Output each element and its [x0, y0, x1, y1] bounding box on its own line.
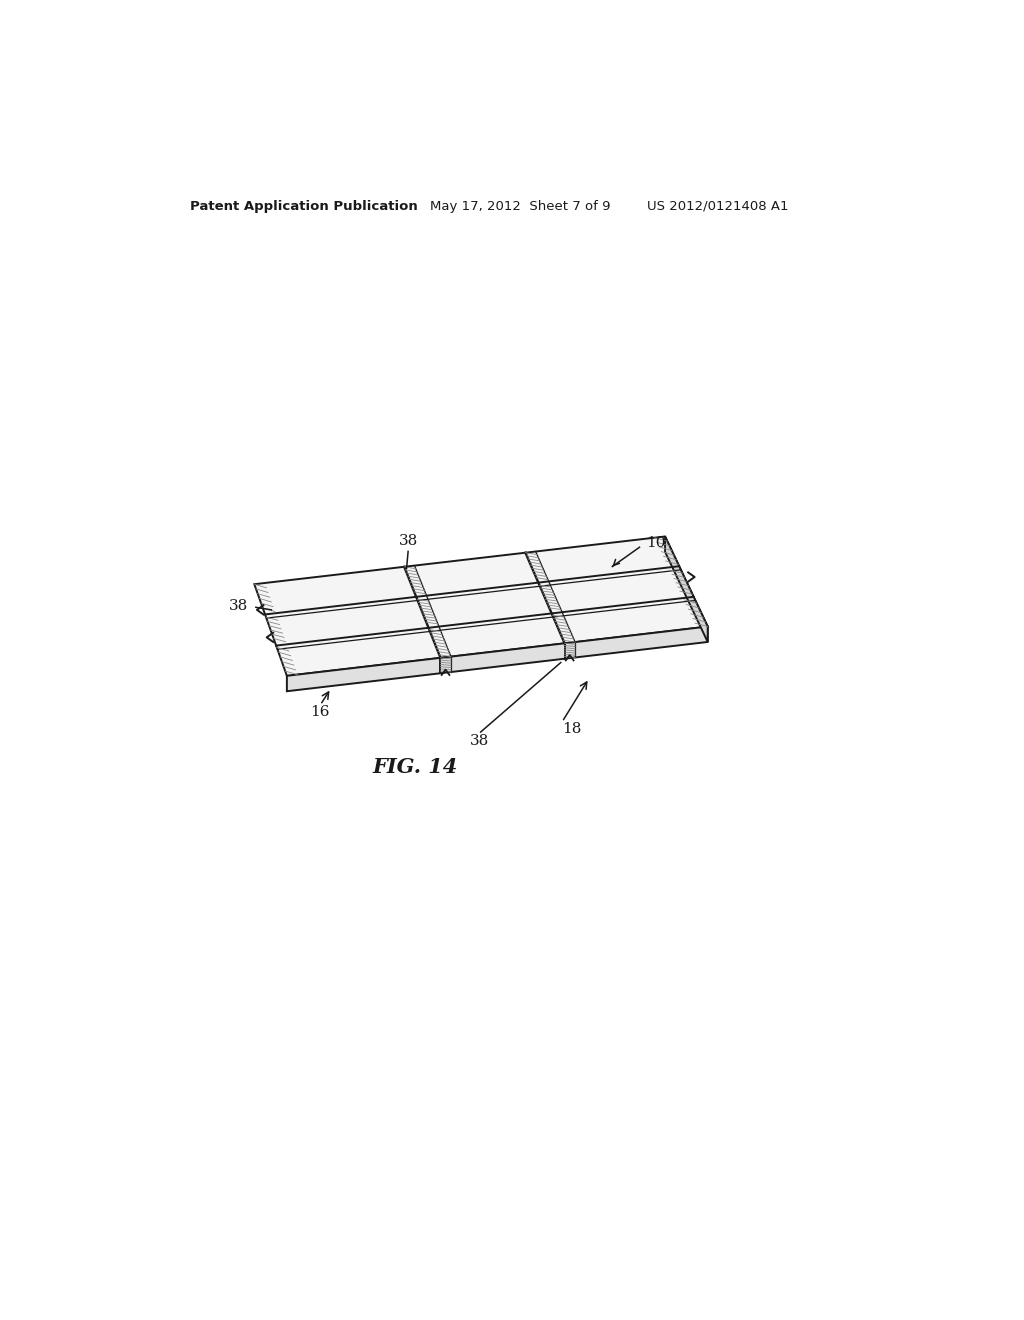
Polygon shape	[665, 536, 708, 642]
Text: 38: 38	[398, 535, 418, 548]
Polygon shape	[254, 536, 708, 676]
Text: 18: 18	[562, 722, 582, 737]
Text: 38: 38	[229, 599, 248, 612]
Text: 16: 16	[310, 705, 330, 719]
Text: Patent Application Publication: Patent Application Publication	[190, 199, 418, 213]
Text: May 17, 2012  Sheet 7 of 9: May 17, 2012 Sheet 7 of 9	[430, 199, 610, 213]
Polygon shape	[287, 627, 708, 692]
Text: 10: 10	[646, 536, 666, 550]
Text: US 2012/0121408 A1: US 2012/0121408 A1	[647, 199, 788, 213]
Text: 38: 38	[469, 734, 488, 748]
Text: FIG. 14: FIG. 14	[372, 756, 458, 776]
